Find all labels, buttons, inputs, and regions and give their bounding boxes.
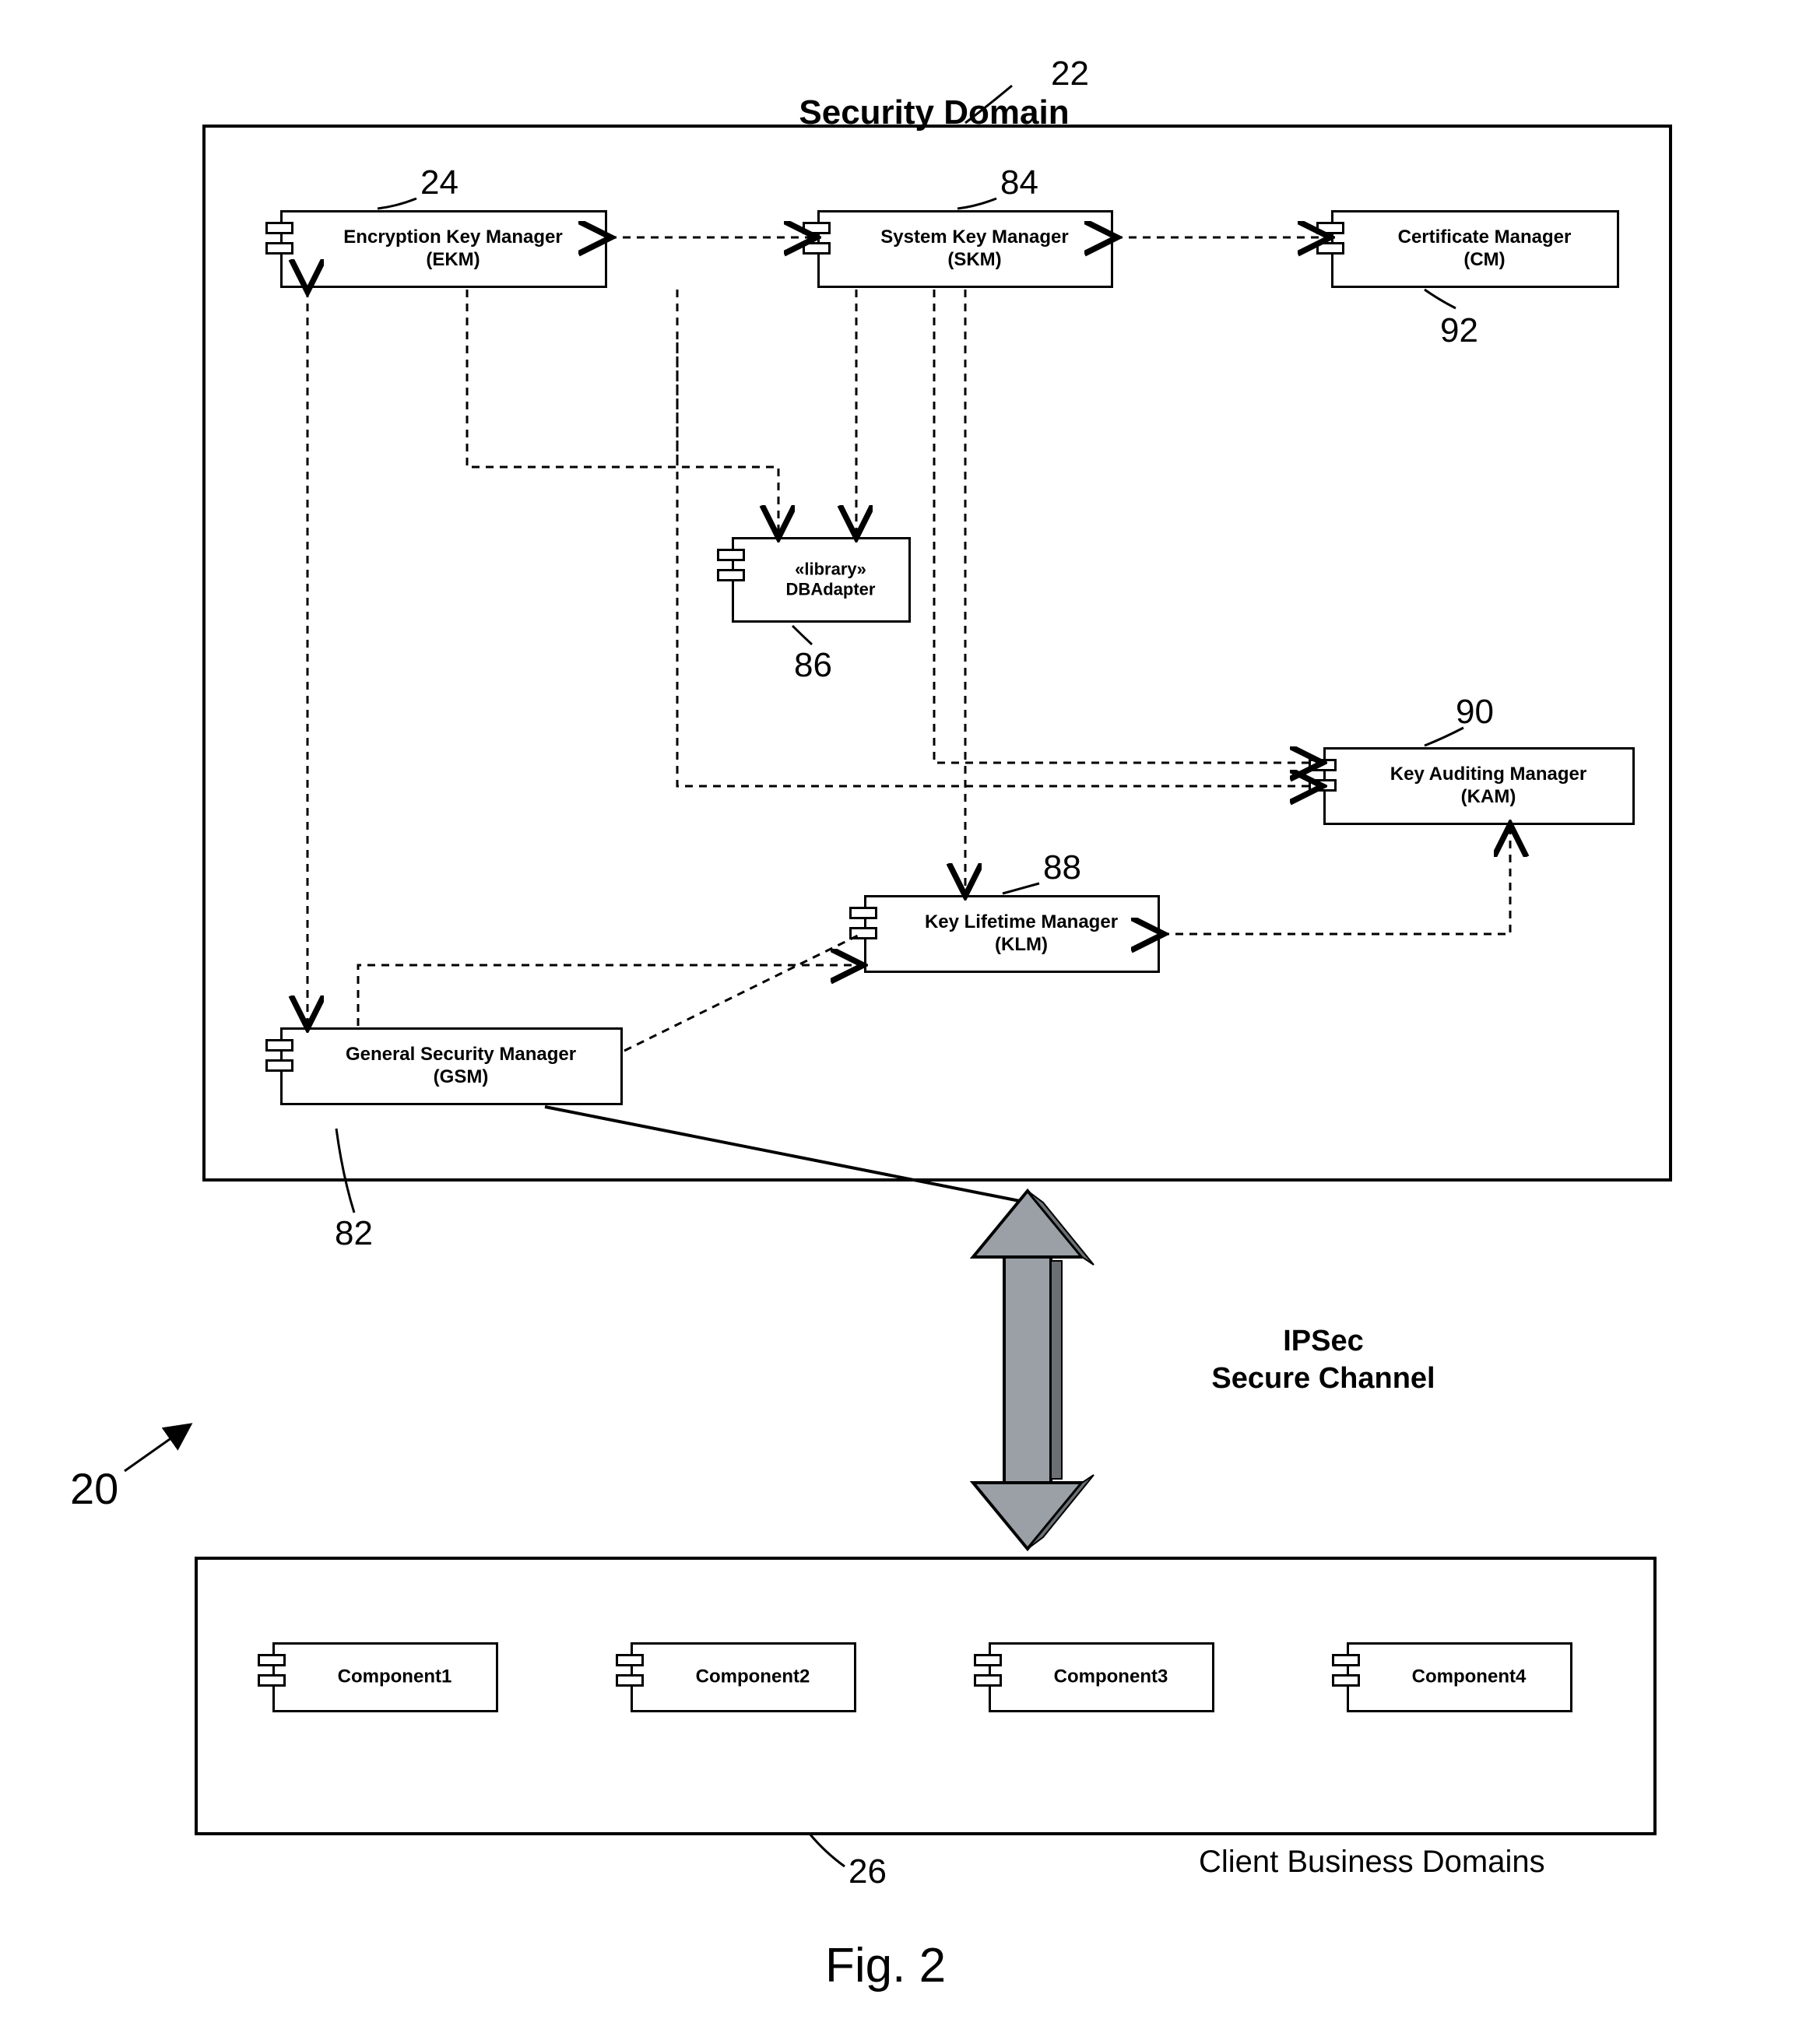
- component-dbadapter: «library» DBAdapter: [732, 537, 911, 623]
- callout-92: 92: [1440, 311, 1478, 350]
- component-label: Component3: [1054, 1666, 1168, 1687]
- component-label: «library»: [795, 560, 866, 579]
- component-ports-icon: [265, 222, 293, 262]
- component-c4: Component4: [1347, 1642, 1572, 1712]
- callout-86: 86: [794, 646, 832, 685]
- component-ports-icon: [974, 1654, 1002, 1694]
- component-ekm: Encryption Key Manager (EKM): [280, 210, 607, 288]
- component-gsm: General Security Manager (GSM): [280, 1027, 623, 1105]
- callout-20: 20: [70, 1463, 118, 1514]
- component-sublabel: (GSM): [434, 1066, 489, 1087]
- ipsec-arrow-icon: [973, 1191, 1094, 1549]
- component-sublabel: (EKM): [426, 249, 480, 270]
- ipsec-label: IPSec Secure Channel: [1168, 1323, 1479, 1397]
- component-ports-icon: [1309, 759, 1337, 799]
- client-domain-label: Client Business Domains: [1199, 1845, 1545, 1880]
- callout-24: 24: [420, 163, 459, 202]
- callout-88: 88: [1043, 848, 1081, 887]
- component-label: System Key Manager: [880, 226, 1068, 248]
- figure-caption: Fig. 2: [825, 1938, 946, 1993]
- component-sublabel: (KAM): [1461, 786, 1516, 807]
- component-sublabel: DBAdapter: [786, 580, 876, 599]
- callout-26: 26: [849, 1852, 887, 1891]
- component-ports-icon: [717, 549, 745, 589]
- ipsec-line1: IPSec: [1283, 1325, 1364, 1357]
- component-label: Component2: [696, 1666, 810, 1687]
- component-label: Certificate Manager: [1398, 226, 1572, 248]
- component-label: Key Auditing Manager: [1390, 764, 1586, 785]
- component-ports-icon: [803, 222, 831, 262]
- callout-84: 84: [1000, 163, 1038, 202]
- component-sublabel: (SKM): [947, 249, 1001, 270]
- component-label: Component4: [1412, 1666, 1527, 1687]
- figure-canvas: Security Domain Encryption Key Manager (…: [31, 31, 1789, 2009]
- component-cm: Certificate Manager (CM): [1331, 210, 1619, 288]
- component-ports-icon: [258, 1654, 286, 1694]
- component-ports-icon: [265, 1039, 293, 1080]
- callout-90: 90: [1456, 693, 1494, 732]
- component-skm: System Key Manager (SKM): [817, 210, 1113, 288]
- component-ports-icon: [1332, 1654, 1360, 1694]
- component-ports-icon: [616, 1654, 644, 1694]
- callout-22: 22: [1051, 54, 1089, 93]
- component-c2: Component2: [631, 1642, 856, 1712]
- component-ports-icon: [849, 907, 877, 947]
- component-klm: Key Lifetime Manager (KLM): [864, 895, 1160, 973]
- component-sublabel: (CM): [1463, 249, 1505, 270]
- component-label: Encryption Key Manager: [343, 226, 562, 248]
- component-ports-icon: [1316, 222, 1344, 262]
- callout-82: 82: [335, 1214, 373, 1253]
- security-domain-title: Security Domain: [202, 93, 1666, 132]
- ipsec-line2: Secure Channel: [1211, 1362, 1435, 1395]
- component-c3: Component3: [989, 1642, 1214, 1712]
- component-sublabel: (KLM): [995, 934, 1048, 955]
- component-kam: Key Auditing Manager (KAM): [1323, 747, 1635, 825]
- component-label: General Security Manager: [346, 1044, 576, 1065]
- component-label: Component1: [338, 1666, 452, 1687]
- component-label: Key Lifetime Manager: [925, 911, 1118, 932]
- component-c1: Component1: [272, 1642, 498, 1712]
